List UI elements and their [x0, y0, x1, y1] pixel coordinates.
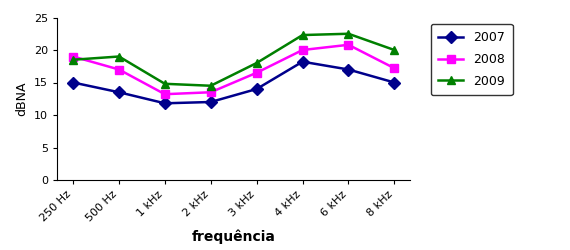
2007	[391, 81, 398, 84]
Legend: 2007, 2008, 2009: 2007, 2008, 2009	[431, 24, 512, 95]
2007	[299, 60, 306, 63]
X-axis label: frequência: frequência	[192, 229, 276, 244]
2008	[207, 91, 214, 94]
2007	[207, 100, 214, 103]
2008	[345, 43, 352, 46]
2007	[70, 81, 76, 84]
2008	[70, 55, 76, 58]
2007	[253, 88, 260, 90]
2009	[391, 48, 398, 51]
2009	[253, 62, 260, 64]
2008	[116, 68, 123, 71]
2009	[345, 32, 352, 35]
Y-axis label: dBNA: dBNA	[15, 82, 28, 116]
2008	[161, 93, 168, 96]
2009	[116, 55, 123, 58]
2008	[299, 48, 306, 51]
2007	[345, 68, 352, 71]
Line: 2008: 2008	[69, 41, 398, 98]
2009	[70, 58, 76, 61]
2009	[299, 34, 306, 36]
Line: 2007: 2007	[69, 58, 398, 108]
Line: 2009: 2009	[69, 30, 398, 90]
2008	[391, 67, 398, 70]
2007	[161, 102, 168, 105]
2008	[253, 71, 260, 74]
2009	[207, 84, 214, 87]
2007	[116, 91, 123, 94]
2009	[161, 82, 168, 85]
